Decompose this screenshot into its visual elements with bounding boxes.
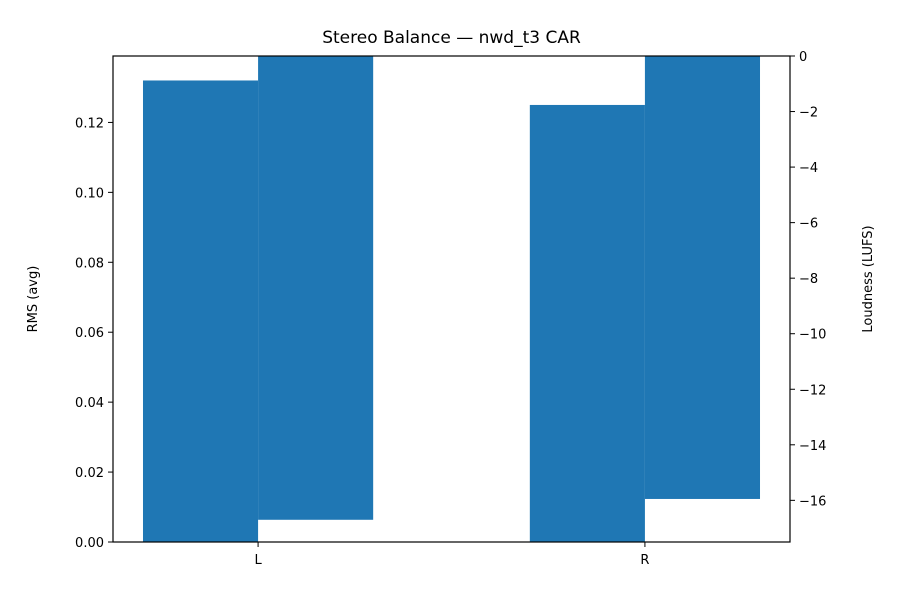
bar-loudness-l <box>258 56 374 520</box>
left-tick-label: 0.06 <box>75 326 104 341</box>
chart-title: Stereo Balance — nwd_t3 CAR <box>322 28 581 48</box>
right-tick-label: 0 <box>799 50 807 65</box>
left-axis-label: RMS (avg) <box>26 266 41 333</box>
left-tick-label: 0.08 <box>75 256 104 271</box>
left-tick-label: 0.10 <box>75 186 104 201</box>
right-tick-label: −16 <box>799 494 826 509</box>
x-tick-label: L <box>254 553 262 568</box>
left-tick-label: 0.12 <box>75 116 104 131</box>
left-tick-label: 0.04 <box>75 396 104 411</box>
right-axis-ticks: 0 −2 −4 −6 −8 −10 −12 −14 −16 <box>790 50 826 509</box>
right-tick-label: −2 <box>799 106 818 121</box>
right-tick-label: −12 <box>799 383 826 398</box>
right-tick-label: −4 <box>799 161 818 176</box>
left-axis-ticks: 0.00 0.02 0.04 0.06 0.08 0.10 0.12 <box>75 116 113 551</box>
bar-rms-l <box>142 80 259 542</box>
right-tick-label: −8 <box>799 272 818 287</box>
right-tick-label: −14 <box>799 439 826 454</box>
bar-loudness-r <box>644 56 761 499</box>
x-tick-label: R <box>640 553 649 568</box>
bars-layer <box>142 56 761 542</box>
left-tick-label: 0.02 <box>75 466 104 481</box>
bar-rms-r <box>529 104 645 542</box>
right-tick-label: −6 <box>799 217 818 232</box>
left-tick-label: 0.00 <box>75 536 104 551</box>
plot-frame <box>112 55 791 543</box>
right-axis-label: Loudness (LUFS) <box>861 225 876 332</box>
right-tick-label: −10 <box>799 328 826 343</box>
